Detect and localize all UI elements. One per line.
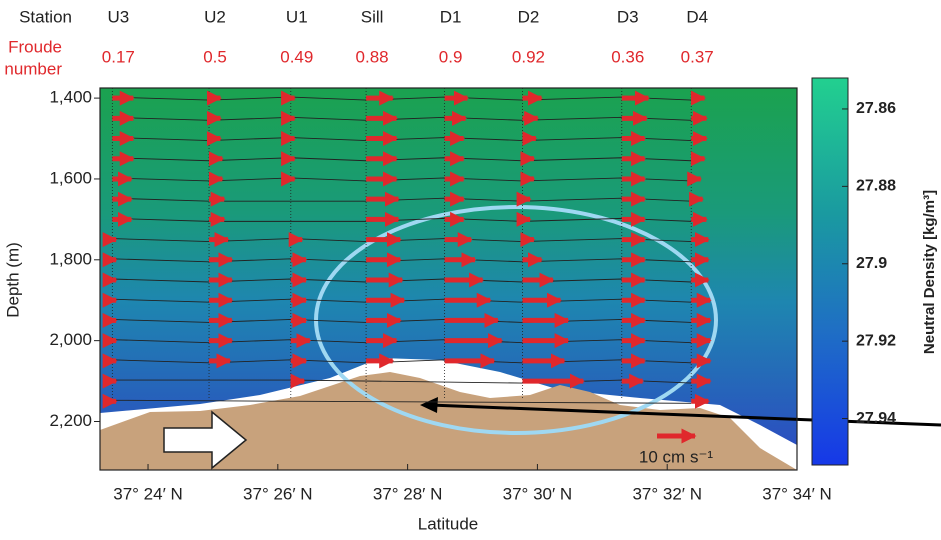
colorbar-tick-label: 27.88 bbox=[856, 178, 896, 195]
froude-number: 0.49 bbox=[280, 47, 313, 66]
station-name: U3 bbox=[107, 7, 129, 26]
station-name: D3 bbox=[617, 7, 639, 26]
x-axis-label: Latitude bbox=[418, 514, 479, 533]
froude-header: number bbox=[4, 59, 62, 78]
station-name: D1 bbox=[440, 7, 462, 26]
colorbar-tick-label: 27.9 bbox=[856, 255, 887, 272]
y-tick-label: 2,000 bbox=[49, 330, 92, 349]
y-tick-label: 1,400 bbox=[49, 88, 92, 107]
colorbar-label: Neutral Density [kg/m³] bbox=[921, 190, 938, 354]
station-name: U1 bbox=[286, 7, 308, 26]
froude-number: 0.9 bbox=[439, 47, 463, 66]
x-tick-label: 37° 28′ N bbox=[373, 484, 443, 503]
x-tick-label: 37° 24′ N bbox=[113, 484, 183, 503]
y-tick-label: 1,600 bbox=[49, 168, 92, 187]
y-tick-label: 1,800 bbox=[49, 249, 92, 268]
x-tick-label: 37° 32′ N bbox=[632, 484, 702, 503]
y-axis-label: Depth (m) bbox=[3, 242, 22, 318]
colorbar-tick-label: 27.92 bbox=[856, 332, 896, 349]
colorbar-tick-label: 27.86 bbox=[856, 100, 896, 117]
station-name: Sill bbox=[361, 7, 384, 26]
station-header: Station bbox=[19, 7, 72, 26]
y-tick-label: 2,200 bbox=[49, 411, 92, 430]
station-name: D4 bbox=[686, 7, 708, 26]
froude-number: 0.36 bbox=[611, 47, 644, 66]
x-tick-label: 37° 26′ N bbox=[243, 484, 313, 503]
colorbar bbox=[812, 78, 848, 465]
figure: Station Froude number Latitude Depth (m)… bbox=[0, 0, 941, 540]
froude-number: 0.92 bbox=[512, 47, 545, 66]
scale-label: 10 cm s⁻¹ bbox=[639, 447, 713, 466]
froude-number: 0.5 bbox=[203, 47, 227, 66]
froude-number: 0.17 bbox=[102, 47, 135, 66]
froude-header: Froude bbox=[8, 37, 62, 56]
x-tick-label: 37° 30′ N bbox=[503, 484, 573, 503]
froude-number: 0.37 bbox=[681, 47, 714, 66]
station-name: U2 bbox=[204, 7, 226, 26]
x-tick-label: 37° 34′ N bbox=[762, 484, 832, 503]
froude-number: 0.88 bbox=[356, 47, 389, 66]
station-name: D2 bbox=[518, 7, 540, 26]
colorbar-tick-label: 27.94 bbox=[856, 410, 896, 427]
